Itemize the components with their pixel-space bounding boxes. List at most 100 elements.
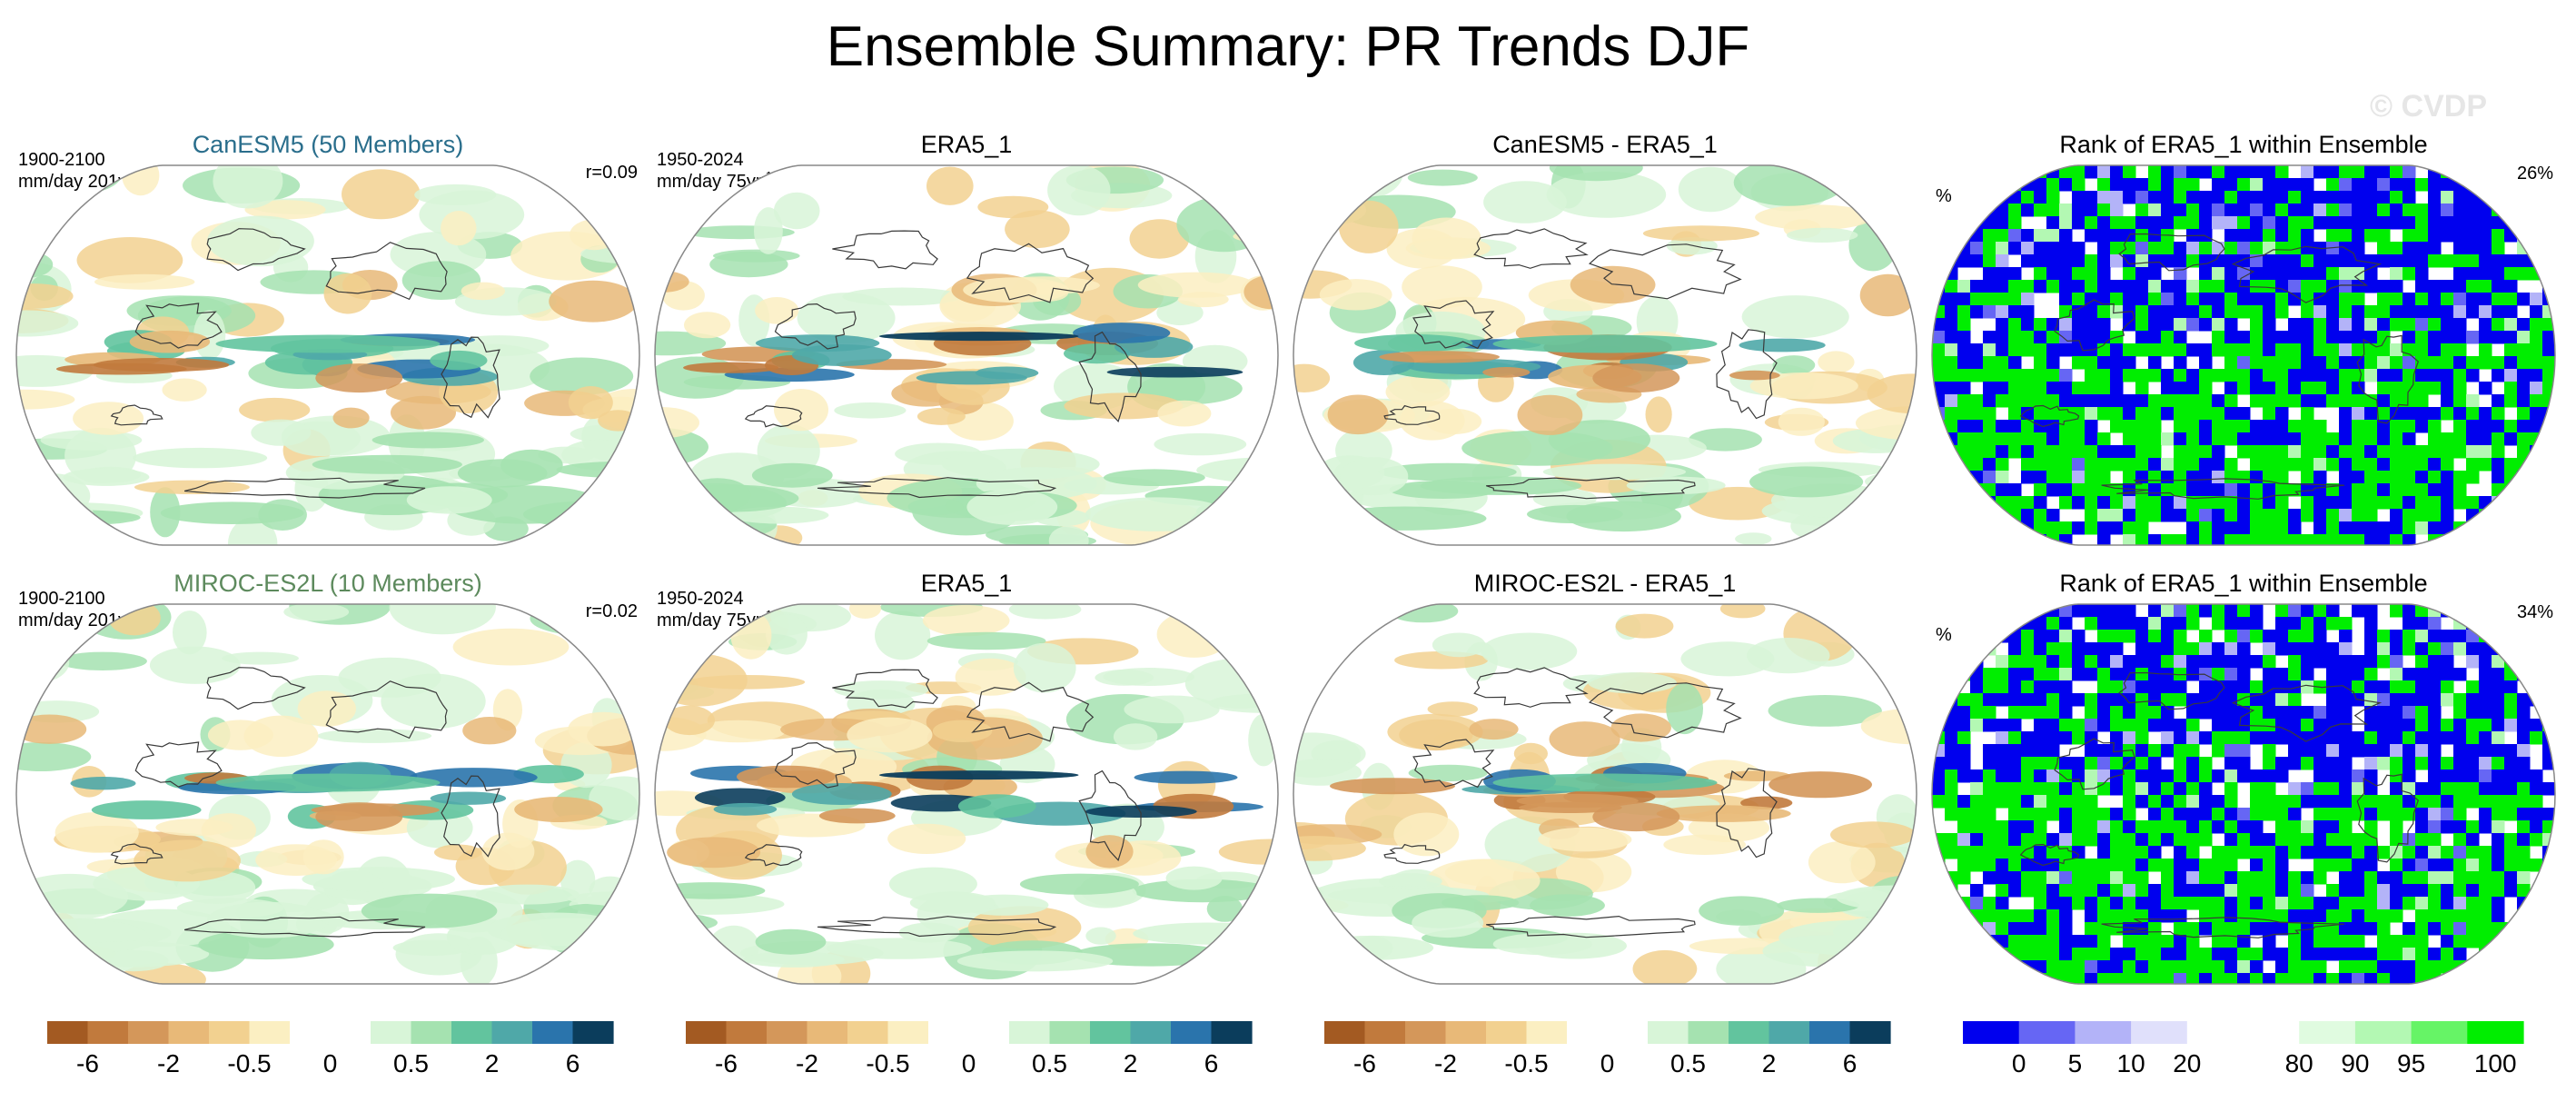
rank-cell	[2059, 706, 2073, 720]
rank-cell	[2517, 719, 2531, 732]
rank-cell	[2352, 369, 2365, 382]
rank-cell	[2453, 420, 2467, 433]
figure-title: Ensemble Summary: PR Trends DJF	[827, 15, 1749, 78]
rank-cell	[1957, 973, 1971, 984]
rank-cell	[2212, 884, 2225, 898]
rank-cell	[2174, 808, 2187, 821]
rank-cell	[2492, 706, 2505, 720]
rank-cell	[2530, 795, 2543, 809]
rank-cell	[2059, 655, 2073, 669]
rank-cell	[2301, 318, 2314, 332]
rank-cell	[2148, 935, 2162, 948]
trend-patch	[1461, 430, 1613, 466]
trend-patch	[315, 802, 403, 832]
trend-patch	[1323, 506, 1487, 531]
rank-cell	[2148, 960, 2162, 974]
rank-cell	[2174, 846, 2187, 859]
rank-cell	[2364, 280, 2378, 293]
rank-cell	[2504, 356, 2518, 370]
rank-cell	[2034, 846, 2047, 859]
rank-cell	[2313, 604, 2327, 618]
rank-cell	[2186, 407, 2200, 421]
rank-cell	[2339, 757, 2353, 770]
rank-cell	[2097, 655, 2111, 669]
rank-cell	[2161, 407, 2175, 421]
rank-cell	[2352, 833, 2365, 847]
rank-cell	[1932, 846, 1946, 859]
coastline	[1473, 228, 1589, 269]
rank-cell	[2250, 254, 2264, 268]
rank-cell	[2059, 204, 2073, 217]
rank-cell	[1996, 382, 2009, 395]
coastline	[2101, 917, 2344, 938]
rank-cell	[1983, 769, 1996, 783]
rank-cell	[2212, 820, 2225, 834]
rank-cell	[2492, 191, 2505, 204]
rank-cell	[1945, 769, 1958, 783]
rank-cell	[2046, 706, 2060, 720]
rank-cell	[2250, 343, 2264, 357]
rank-cell	[2237, 509, 2251, 522]
rank-cell	[2212, 960, 2225, 974]
rank-cell	[2224, 394, 2238, 408]
rank-cell	[2504, 846, 2518, 859]
rank-cell	[2237, 229, 2251, 243]
rank-cell	[2403, 191, 2416, 204]
rank-cell	[2492, 534, 2505, 545]
rank-cell	[2237, 769, 2251, 783]
colorbar-tick-label: 0	[1600, 1049, 1615, 1077]
rank-cell	[2466, 744, 2480, 758]
rank-cell	[2250, 897, 2264, 910]
rank-cell	[2135, 445, 2149, 459]
rank-cell	[2237, 204, 2251, 217]
rank-cell	[2174, 331, 2187, 344]
rank-cell	[2148, 534, 2162, 545]
rank-cell	[2313, 254, 2327, 268]
trend-patch	[207, 215, 314, 267]
rank-cell	[2186, 846, 2200, 859]
rank-cell	[1983, 935, 1996, 948]
rank-cell	[2492, 242, 2505, 255]
rank-cell	[2250, 820, 2264, 834]
rank-cell	[2123, 407, 2136, 421]
trend-patch	[1632, 949, 1698, 984]
trend-patch	[1393, 812, 1460, 857]
rank-cell	[2441, 445, 2454, 459]
rank-cell	[2097, 356, 2111, 370]
rank-cell	[2097, 432, 2111, 446]
rank-cell	[2441, 897, 2454, 910]
rank-cell	[1970, 693, 1984, 707]
colorbar-swatch	[1729, 1021, 1770, 1044]
trend-patch	[567, 891, 639, 906]
rank-cell	[2250, 795, 2264, 809]
rank-cell	[2110, 165, 2124, 179]
map-field	[655, 165, 1278, 545]
rank-cell	[2441, 394, 2454, 408]
rank-cell	[1945, 897, 1958, 910]
rank-cell	[2377, 846, 2391, 859]
rank-cell	[1957, 420, 1971, 433]
rank-cell	[1996, 204, 2009, 217]
rank-cell	[2326, 808, 2340, 821]
rank-cell	[1957, 216, 1971, 230]
rank-cell	[2352, 356, 2365, 370]
trend-patch	[1047, 165, 1111, 216]
rank-cell	[2161, 242, 2175, 255]
rank-cell	[1932, 680, 1946, 694]
rank-cell	[2085, 960, 2098, 974]
rank-cell	[2148, 948, 2162, 961]
rank-cell	[2212, 407, 2225, 421]
rank-cell	[2479, 909, 2492, 923]
rank-cell	[2046, 369, 2060, 382]
trend-colorbar-3: -6 -2 -0.5 0 0.5 2 6	[1324, 1021, 1891, 1077]
rank-cell	[2479, 318, 2492, 332]
rank-cell	[2403, 719, 2416, 732]
trend-patch	[94, 273, 195, 290]
rank-cell	[2415, 267, 2429, 281]
rank-cell	[2517, 496, 2531, 510]
rank-cell	[2364, 216, 2378, 230]
coastline	[1473, 667, 1589, 708]
rank-cell	[2339, 731, 2353, 745]
rank-cell	[2517, 744, 2531, 758]
rank-cell	[2352, 458, 2365, 472]
